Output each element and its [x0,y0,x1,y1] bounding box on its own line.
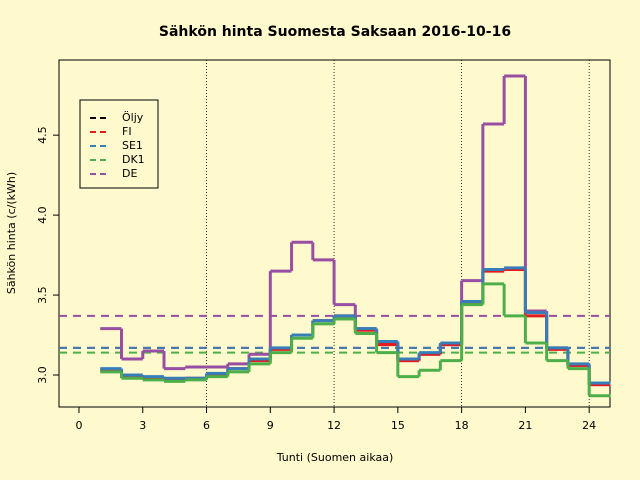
y-tick-label: 4.5 [36,126,49,144]
x-tick-label: 21 [518,419,532,432]
x-tick-label: 9 [267,419,274,432]
y-axis-label: Sähkön hinta (c/(kWh) [5,172,18,294]
x-tick-label: 15 [391,419,405,432]
legend-label: DE [122,167,137,180]
x-tick-label: 18 [455,419,469,432]
y-tick-label: 4.0 [36,206,49,224]
x-tick-label: 3 [139,419,146,432]
x-tick-label: 6 [203,419,210,432]
y-tick-label: 3.0 [36,366,49,384]
x-axis-label: Tunti (Suomen aikaa) [276,451,394,464]
legend-label: SE1 [122,139,143,152]
y-tick-label: 3.5 [36,286,49,304]
x-tick-label: 24 [582,419,596,432]
legend-box [79,99,159,189]
x-tick-label: 0 [75,419,82,432]
chart-title: Sähkön hinta Suomesta Saksaan 2016-10-16 [159,24,511,40]
legend-label: DK1 [122,153,145,166]
x-tick-label: 12 [327,419,341,432]
legend-label: FI [122,125,132,138]
legend-label: Öljy [122,111,144,124]
